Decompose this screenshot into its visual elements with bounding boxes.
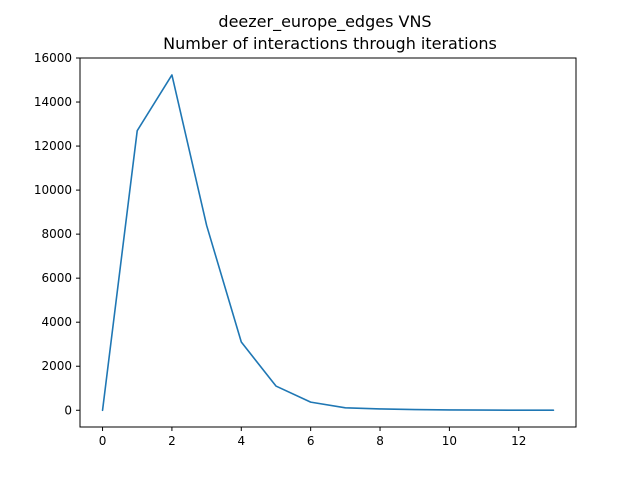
plot-frame <box>79 57 577 428</box>
chart-subtitle: Number of interactions through iteration… <box>163 34 497 53</box>
y-tick-label: 2000 <box>41 359 72 373</box>
y-tick-label: 14000 <box>34 95 72 109</box>
y-tick-label: 12000 <box>34 139 72 153</box>
series-layer <box>101 74 555 412</box>
y-tick-label: 6000 <box>41 271 72 285</box>
x-tick-label: 8 <box>376 434 384 448</box>
y-tick-label: 16000 <box>34 51 72 65</box>
x-tick-label: 2 <box>168 434 176 448</box>
chart-title: deezer_europe_edges VNS <box>218 12 431 32</box>
y-tick-label: 4000 <box>41 315 72 329</box>
y-tick-label: 0 <box>64 403 72 417</box>
y-axis: 0 2000 4000 6000 8000 10000 12000 14000 16000 <box>34 51 80 417</box>
x-axis: 0 2 4 6 8 10 12 <box>99 427 526 448</box>
x-tick-label: 4 <box>237 434 245 448</box>
series-line <box>101 74 555 412</box>
x-tick-label: 12 <box>511 434 526 448</box>
x-tick-label: 6 <box>307 434 315 448</box>
y-tick-label: 8000 <box>41 227 72 241</box>
y-tick-label: 10000 <box>34 183 72 197</box>
x-tick-label: 0 <box>99 434 107 448</box>
x-tick-label: 10 <box>442 434 457 448</box>
